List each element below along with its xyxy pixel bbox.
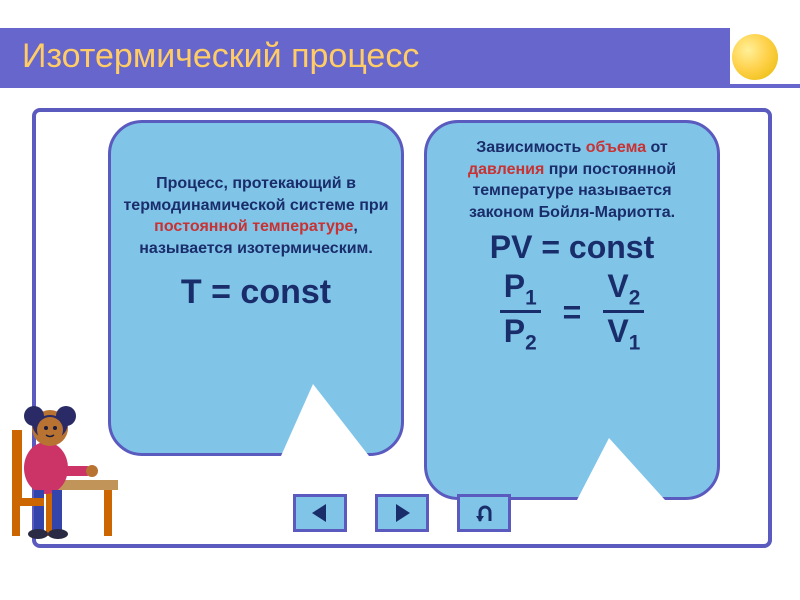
prev-button[interactable] (293, 494, 347, 532)
law-pre: Зависимость (476, 139, 586, 156)
def-highlight: постоянной температуре (154, 218, 353, 235)
v1-sub: 1 (629, 331, 641, 354)
law-hl-pressure: давления (468, 161, 544, 178)
p1-sub: 1 (525, 287, 537, 310)
formula-t-const: T = const (123, 273, 389, 312)
p2-var: P (504, 313, 525, 349)
formula-pv-const: PV = const (439, 229, 705, 266)
formula-ratio: P1 P2 = V2 V1 (439, 270, 705, 353)
definition-text: Процесс, протекающий в термодинамической… (123, 173, 389, 259)
student-at-desk-icon (8, 370, 118, 540)
law-card: Зависимость объема от давления при посто… (424, 120, 720, 500)
p1-var: P (504, 268, 525, 304)
title-bar: Изотермический процесс (0, 20, 800, 88)
page-title: Изотермический процесс (22, 37, 419, 76)
p2-sub: 2 (525, 331, 537, 354)
fraction-v: V2 V1 (603, 270, 644, 353)
triangle-right-icon (388, 501, 416, 525)
def-pre: Процесс, протекающий в термодинамической… (123, 175, 388, 214)
v1-var: V (607, 313, 628, 349)
nav-bar (36, 494, 768, 532)
title-fill: Изотермический процесс (0, 28, 730, 84)
content-frame: Процесс, протекающий в термодинамической… (32, 108, 772, 548)
law-hl-volume: объема (586, 139, 646, 156)
law-mid: от (646, 139, 668, 156)
triangle-left-icon (306, 501, 334, 525)
v2-var: V (607, 268, 628, 304)
title-underline (0, 84, 800, 88)
ratio-equals: = (563, 294, 582, 331)
fraction-p: P1 P2 (500, 270, 541, 353)
return-button[interactable] (457, 494, 511, 532)
next-button[interactable] (375, 494, 429, 532)
title-bullet-icon (732, 34, 778, 80)
law-text: Зависимость объема от давления при посто… (439, 137, 705, 223)
v2-sub: 2 (629, 287, 641, 310)
definition-card: Процесс, протекающий в термодинамической… (108, 120, 404, 456)
u-turn-icon (470, 501, 498, 525)
